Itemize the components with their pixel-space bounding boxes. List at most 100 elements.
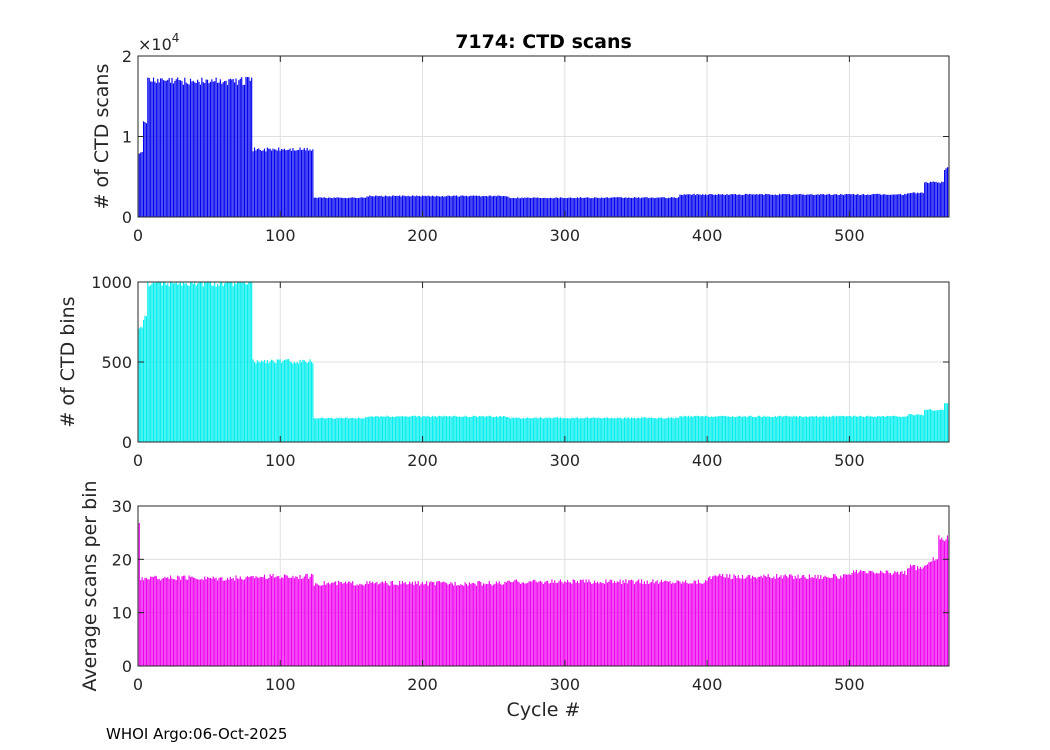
bar <box>524 197 526 217</box>
bar <box>214 282 216 442</box>
bar <box>639 198 641 217</box>
bar <box>668 197 670 217</box>
bar <box>808 574 810 666</box>
bar <box>881 415 883 442</box>
bar <box>436 417 438 442</box>
bar <box>346 198 348 217</box>
bar <box>692 583 694 666</box>
bar <box>337 580 340 666</box>
bar <box>252 359 254 442</box>
bar <box>669 197 671 217</box>
bar <box>716 576 718 666</box>
bar <box>744 416 746 442</box>
bar <box>524 418 526 442</box>
bar <box>594 580 596 666</box>
bar <box>177 284 179 442</box>
bar <box>867 573 869 666</box>
bar <box>791 575 793 666</box>
bar <box>821 578 823 666</box>
bar <box>945 403 947 442</box>
bar <box>339 197 341 217</box>
bar <box>925 565 927 666</box>
bar <box>377 196 379 217</box>
bar <box>860 570 862 666</box>
bar <box>507 417 509 442</box>
bar <box>142 319 145 442</box>
bar <box>888 573 890 666</box>
bar <box>588 579 590 666</box>
bar <box>302 149 304 217</box>
bar <box>555 417 557 442</box>
bar <box>720 194 722 217</box>
bar <box>325 418 327 442</box>
bar <box>790 574 792 666</box>
bar <box>437 416 439 442</box>
bar <box>470 195 472 217</box>
bar <box>158 82 160 218</box>
bar <box>656 197 658 217</box>
bar <box>502 196 505 217</box>
bar <box>244 84 246 217</box>
bar <box>889 194 892 217</box>
bar <box>322 584 324 666</box>
bar <box>464 415 466 442</box>
bar <box>929 181 931 217</box>
bar <box>797 574 799 666</box>
bar <box>756 416 758 442</box>
bar <box>460 584 462 666</box>
y-tick-label: 10 <box>112 604 132 623</box>
bar <box>453 585 455 666</box>
bar <box>184 283 186 442</box>
bar <box>875 572 877 666</box>
bar <box>201 77 203 218</box>
bar <box>397 585 399 666</box>
bar <box>778 415 781 442</box>
bar <box>167 577 169 666</box>
bar <box>340 417 342 442</box>
bar <box>467 416 469 442</box>
bar <box>831 415 833 442</box>
bar <box>719 573 721 666</box>
bar <box>862 194 865 217</box>
bar <box>211 578 213 666</box>
bar <box>330 197 332 217</box>
bar <box>944 170 946 217</box>
bar <box>659 582 661 666</box>
bar <box>787 193 789 217</box>
bar <box>798 578 801 666</box>
bar <box>562 418 564 442</box>
bar <box>266 359 268 442</box>
bar <box>599 581 601 666</box>
bar <box>194 282 196 442</box>
bar <box>584 582 586 666</box>
bar <box>430 417 432 442</box>
x-tick-label: 0 <box>133 451 143 470</box>
bar <box>420 583 422 666</box>
bar <box>238 282 240 442</box>
bar <box>796 415 798 442</box>
bar <box>346 583 348 666</box>
bar <box>907 568 909 666</box>
bar <box>581 417 583 442</box>
bar <box>821 416 823 442</box>
bar <box>911 193 913 217</box>
bar <box>527 197 529 217</box>
bar <box>843 574 845 666</box>
bar <box>901 416 903 442</box>
bar <box>312 363 314 442</box>
bar <box>323 197 325 217</box>
bar <box>595 583 597 666</box>
bar <box>478 580 480 666</box>
bar <box>697 415 700 442</box>
bar <box>411 581 414 666</box>
bar <box>551 579 553 666</box>
bar <box>598 583 600 666</box>
bar <box>491 417 493 442</box>
bar <box>817 194 819 217</box>
bar <box>244 579 246 666</box>
bar <box>744 193 746 217</box>
bar <box>686 583 688 666</box>
bar <box>262 361 264 442</box>
bar <box>652 418 654 442</box>
